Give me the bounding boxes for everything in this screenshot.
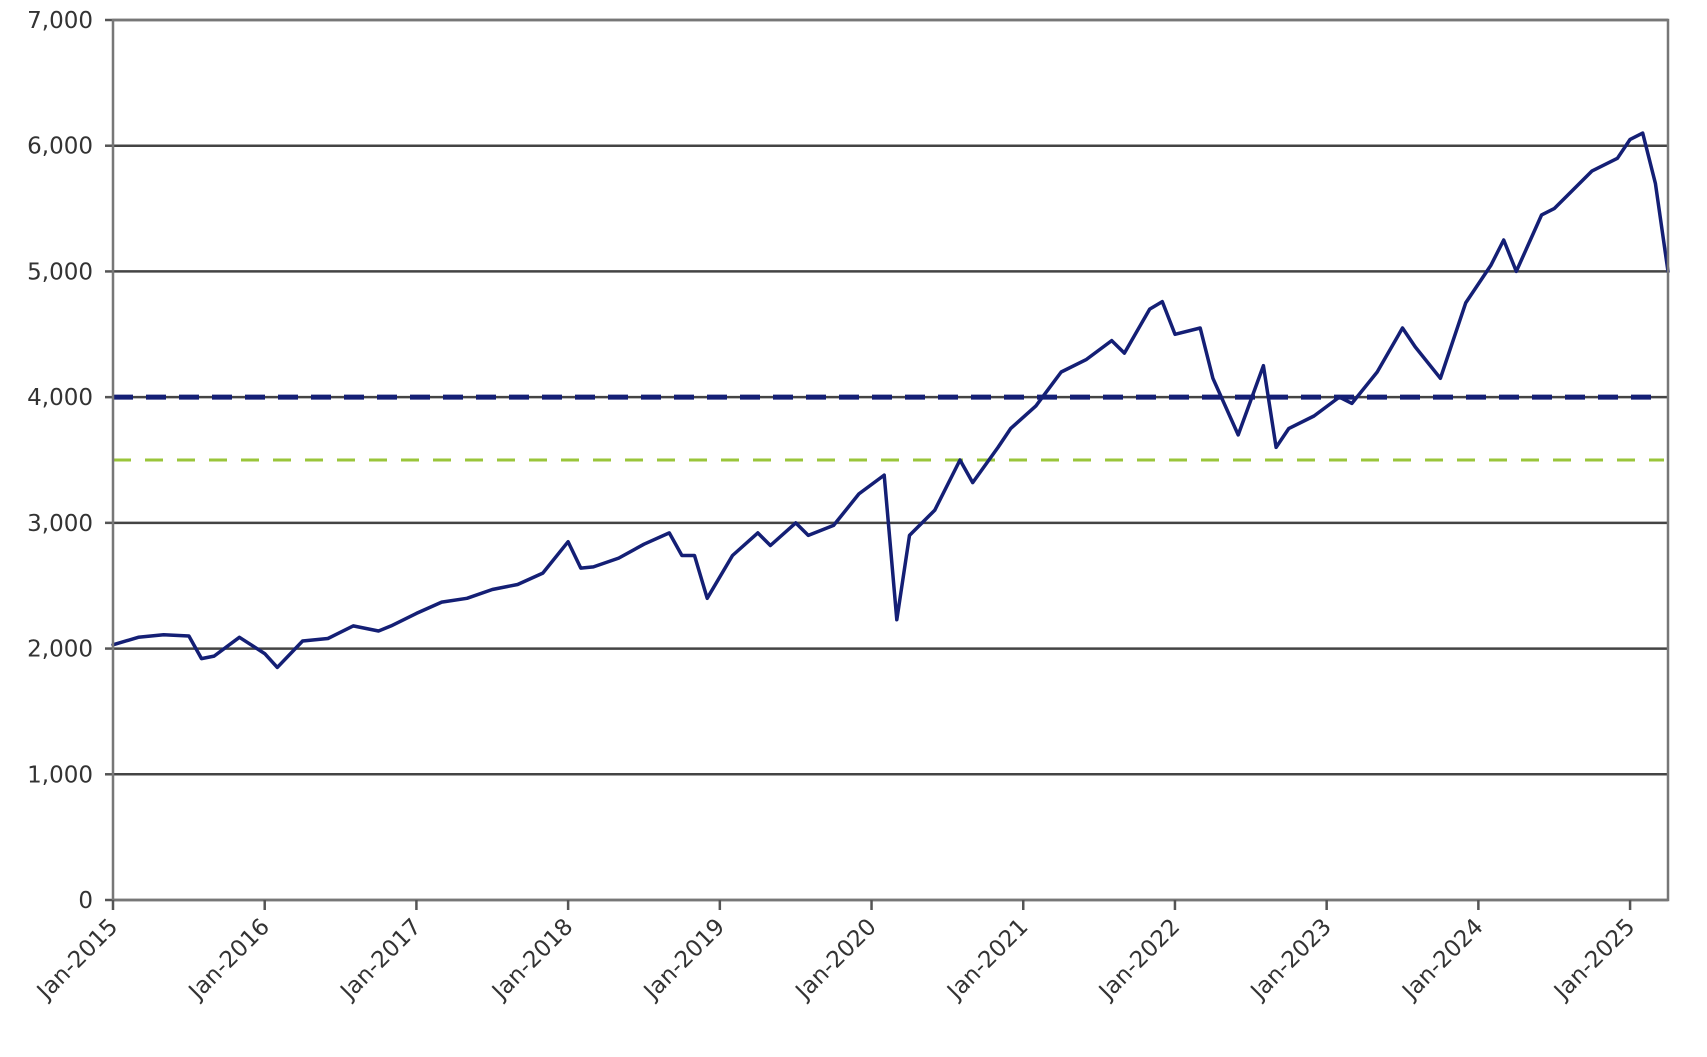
x-tick-label: Jan-2024 — [1396, 914, 1488, 1006]
y-tick-label: 7,000 — [27, 8, 93, 34]
x-tick-label: Jan-2018 — [486, 914, 578, 1006]
x-tick-label: Jan-2021 — [941, 914, 1033, 1006]
y-tick-label: 0 — [78, 888, 93, 914]
reference-lines — [113, 394, 1664, 462]
x-tick-label: Jan-2017 — [335, 914, 427, 1006]
x-tick-label: Jan-2019 — [638, 914, 730, 1006]
series-lines — [111, 131, 1670, 670]
x-tick-label: Jan-2025 — [1548, 914, 1640, 1006]
y-tick-label: 1,000 — [27, 762, 93, 788]
y-axis-labels: 0 1,000 2,000 3,000 4,000 5,000 6,000 7,000 — [27, 8, 93, 914]
series-line — [111, 131, 1670, 670]
plot-frame — [111, 18, 1670, 902]
x-tick-label: Jan-2023 — [1245, 914, 1337, 1006]
x-tick-label: Jan-2016 — [183, 914, 275, 1006]
y-tick-label: 5,000 — [27, 259, 93, 285]
x-tick-label: Jan-2020 — [790, 914, 882, 1006]
x-tick-label: Jan-2015 — [31, 914, 123, 1006]
y-tick-label: 6,000 — [27, 134, 93, 160]
y-tick-label: 3,000 — [27, 511, 93, 537]
x-axis-labels: Jan-2015 Jan-2016 Jan-2017 Jan-2018 Jan-2019… — [31, 900, 1640, 1006]
y-tick-label: 2,000 — [27, 637, 93, 663]
x-tick-label: Jan-2022 — [1093, 914, 1185, 1006]
y-tick-label: 4,000 — [27, 385, 93, 411]
